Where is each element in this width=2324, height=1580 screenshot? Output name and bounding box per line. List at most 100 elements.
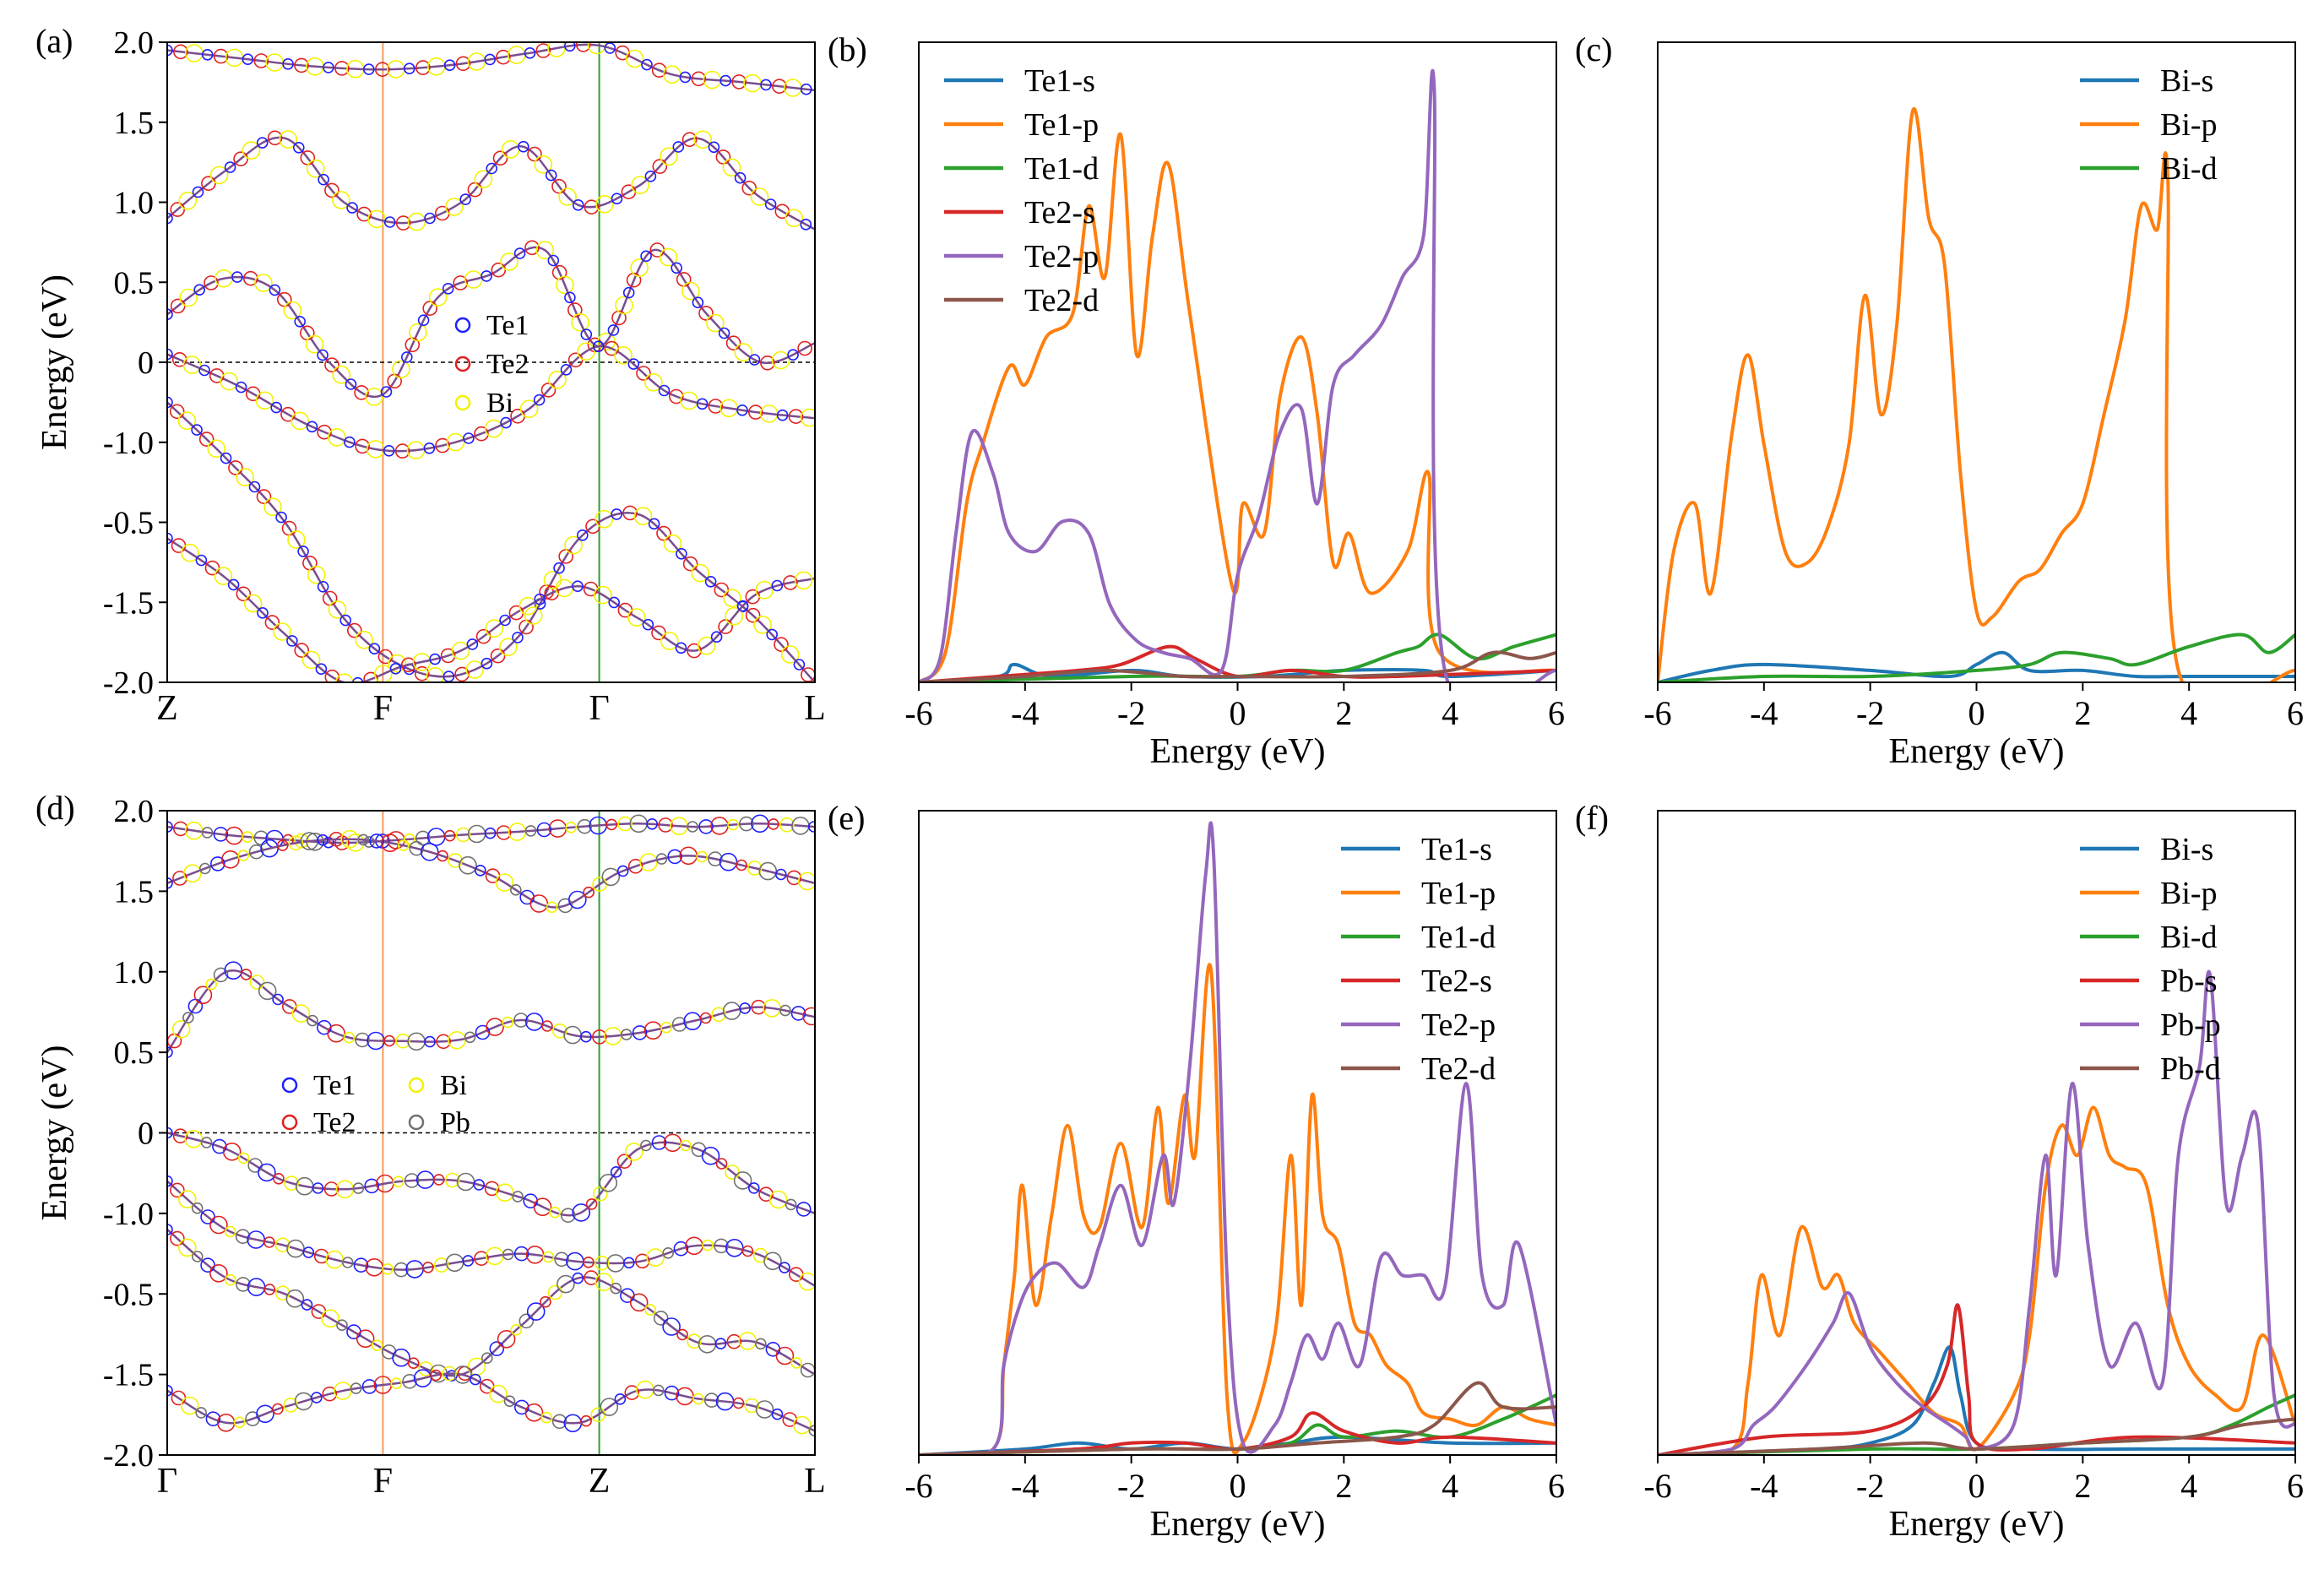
projection-marker bbox=[294, 1392, 313, 1411]
projection-marker bbox=[224, 961, 243, 980]
projection-marker bbox=[201, 49, 214, 61]
projection-marker bbox=[484, 827, 497, 839]
legend-label: Te1-d bbox=[1024, 151, 1099, 187]
projection-marker bbox=[672, 141, 685, 153]
projection-marker bbox=[630, 258, 649, 277]
projection-marker bbox=[643, 372, 663, 392]
legend-label: Te1-d bbox=[1421, 920, 1496, 955]
projection-marker bbox=[170, 202, 185, 217]
projection-marker bbox=[193, 284, 205, 296]
projection-marker bbox=[744, 1398, 760, 1414]
projection-marker bbox=[736, 404, 748, 416]
projection-marker bbox=[776, 409, 789, 421]
band-line bbox=[167, 838, 815, 909]
projection-marker bbox=[534, 155, 553, 174]
x-tick-label: Γ bbox=[589, 689, 609, 728]
x-tick-label: -6 bbox=[1643, 694, 1671, 732]
projection-marker bbox=[285, 1289, 305, 1308]
projection-marker bbox=[288, 835, 304, 851]
x-axis-label: Energy (eV) bbox=[1150, 732, 1326, 771]
projection-marker bbox=[779, 817, 795, 833]
projection-marker bbox=[551, 264, 567, 280]
projection-marker bbox=[324, 182, 339, 198]
projection-marker bbox=[512, 1191, 524, 1203]
projection-marker bbox=[167, 396, 173, 409]
projection-marker bbox=[294, 315, 307, 328]
projection-marker bbox=[775, 1346, 795, 1366]
projection-marker bbox=[231, 271, 243, 283]
projection-marker bbox=[253, 53, 269, 68]
legend-label: Bi-p bbox=[2160, 107, 2218, 143]
projection-marker bbox=[305, 334, 324, 354]
projection-marker bbox=[547, 254, 560, 267]
projection-marker bbox=[687, 821, 698, 833]
series-group bbox=[919, 821, 1556, 1455]
band-line bbox=[167, 43, 815, 92]
projection-marker bbox=[611, 310, 627, 326]
projection-marker bbox=[636, 366, 651, 381]
projection-marker bbox=[318, 173, 329, 186]
projection-marker bbox=[249, 975, 265, 990]
projection-marker bbox=[356, 206, 372, 222]
projection-marker bbox=[545, 169, 557, 182]
projection-marker bbox=[395, 1034, 410, 1049]
projection-marker bbox=[659, 247, 678, 267]
projection-marker bbox=[640, 250, 652, 263]
projection-marker bbox=[361, 1379, 377, 1394]
legend-label: Bi-p bbox=[2160, 876, 2218, 911]
projection-marker bbox=[272, 993, 284, 1006]
projection-marker bbox=[429, 653, 441, 665]
projection-marker bbox=[199, 862, 211, 875]
projection-marker bbox=[547, 1284, 563, 1300]
x-axis-label: Energy (eV) bbox=[1150, 1505, 1326, 1544]
projection-marker bbox=[390, 1377, 403, 1389]
projection-marker bbox=[585, 1198, 598, 1210]
projection-marker bbox=[785, 209, 804, 228]
projection-marker bbox=[641, 58, 653, 71]
projection-marker bbox=[533, 1197, 552, 1216]
projection-marker bbox=[167, 44, 173, 57]
projection-marker bbox=[616, 1154, 633, 1169]
projection-marker bbox=[798, 871, 815, 891]
projection-marker bbox=[651, 625, 666, 641]
projection-marker bbox=[466, 638, 479, 650]
projection-marker bbox=[343, 1031, 356, 1044]
projection-marker bbox=[660, 1021, 672, 1034]
projection-marker bbox=[221, 850, 240, 869]
projection-marker bbox=[258, 1163, 276, 1182]
y-tick-label: 1.0 bbox=[114, 186, 155, 221]
projection-marker bbox=[693, 130, 713, 149]
projection-marker bbox=[315, 663, 328, 676]
projection-marker bbox=[279, 130, 298, 149]
projection-marker bbox=[592, 340, 605, 353]
band-line bbox=[167, 1229, 815, 1377]
projection-marker bbox=[783, 575, 798, 590]
projection-marker bbox=[792, 1415, 812, 1435]
legend-label: Pb bbox=[440, 1107, 470, 1138]
projection-marker bbox=[502, 1016, 514, 1029]
projection-marker bbox=[671, 262, 683, 274]
projection-marker bbox=[583, 886, 595, 899]
projection-marker bbox=[772, 79, 787, 94]
projection-marker bbox=[481, 1352, 493, 1364]
projection-marker bbox=[731, 74, 747, 90]
projection-marker bbox=[500, 416, 512, 429]
projection-marker bbox=[763, 1252, 782, 1271]
projection-marker bbox=[235, 1229, 251, 1244]
projection-marker bbox=[317, 833, 329, 846]
projection-marker bbox=[646, 817, 659, 830]
projection-marker bbox=[170, 1230, 185, 1246]
projection-marker bbox=[755, 1400, 774, 1419]
projection-marker bbox=[726, 1333, 742, 1349]
projection-marker bbox=[172, 1128, 188, 1143]
projection-marker bbox=[747, 861, 763, 876]
projection-marker bbox=[491, 262, 507, 278]
projection-marker bbox=[214, 567, 233, 585]
projection-marker bbox=[397, 839, 410, 851]
projection-marker bbox=[442, 1366, 457, 1382]
projection-marker bbox=[475, 1024, 491, 1040]
projection-marker bbox=[500, 252, 519, 271]
legend: Bi-s Bi-p Bi-d bbox=[2080, 63, 2218, 187]
projection-marker bbox=[286, 635, 298, 647]
dos-panel-c: -6 -4 -2 0 2 4 6 Energy (eV) Bi-s Bi-p Bi-d bbox=[1643, 41, 2304, 771]
